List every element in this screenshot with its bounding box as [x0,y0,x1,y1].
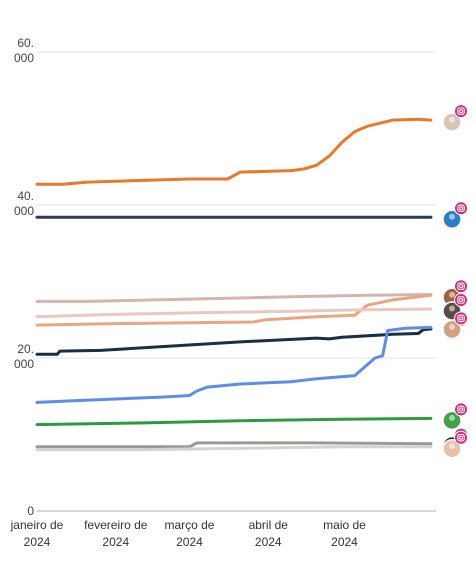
y-tick-label-1-1: 000 [14,204,34,218]
instagram-lens-icon [459,435,463,440]
series-end-marker-7[interactable] [442,402,468,431]
instagram-icon [454,311,468,326]
instagram-lens-icon [459,316,463,321]
avatar-head-icon [449,213,455,220]
series-line-7 [35,416,433,427]
instagram-icon [454,201,468,216]
avatar-head-icon [449,305,455,312]
series-line-8 [35,441,433,449]
instagram-icon [454,402,468,417]
series-end-marker-0[interactable] [442,104,468,132]
instagram-frame-icon [457,296,465,304]
instagram-frame-icon [457,107,465,115]
instagram-lens-icon [459,109,463,114]
avatar-head-icon [449,414,455,421]
instagram-icon [454,279,468,294]
avatar-head-icon [449,291,455,298]
y-tick-label-2-0: 20. [17,342,34,356]
series-line-0 [35,117,433,186]
grid-layer [37,51,436,512]
x-tick-labels: janeiro de 2024 fevereiro de 2024 março de 20… [10,518,367,549]
instagram-lens-icon [459,206,463,211]
instagram-icon [454,104,468,119]
x-tick-label-1-0: fevereiro de [84,518,148,532]
instagram-icon [454,293,468,308]
avatar-head-icon [449,443,455,450]
x-tick-label-2-1: 2024 [176,535,203,549]
series-line-2 [35,293,433,303]
series-line-6 [35,325,433,404]
instagram-frame-icon [457,314,465,323]
avatar-head-icon [449,116,455,123]
y-tick-label-1-0: 40. [17,189,34,203]
x-tick-label-0-0: janeiro de [10,518,64,532]
avatar-head-icon [449,323,455,330]
instagram-lens-icon [459,284,463,289]
x-tick-label-4-1: 2024 [331,535,358,549]
instagram-frame-icon [457,405,465,414]
series-end-marker-1[interactable] [442,201,468,229]
instagram-icon [454,430,468,445]
series-lines [35,117,433,452]
x-tick-label-3-0: abril de [249,518,289,532]
x-tick-label-0-1: 2024 [24,535,51,549]
instagram-lens-icon [459,298,463,303]
series-end-marker-6[interactable] [442,311,468,340]
series-end-marker-4[interactable] [442,293,468,321]
x-tick-label-1-1: 2024 [102,535,129,549]
y-tick-label-3-0: 0 [27,504,34,518]
x-tick-label-4-0: maio de [323,518,366,532]
y-tick-label-0-0: 60. [17,36,34,50]
instagram-lens-icon [459,407,463,412]
series-line-5 [35,327,433,356]
x-tick-label-3-1: 2024 [255,535,282,549]
x-tick-label-2-0: março de [164,518,214,532]
series-end-marker-9[interactable] [442,430,468,459]
series-end-markers [442,104,468,459]
y-tick-label-2-1: 000 [14,357,34,371]
instagram-frame-icon [457,433,465,442]
series-line-3 [35,293,433,327]
series-line-9 [35,445,433,452]
instagram-frame-icon [457,282,465,291]
series-line-4 [35,307,433,319]
instagram-frame-icon [457,204,465,212]
y-tick-label-0-1: 000 [14,51,34,65]
